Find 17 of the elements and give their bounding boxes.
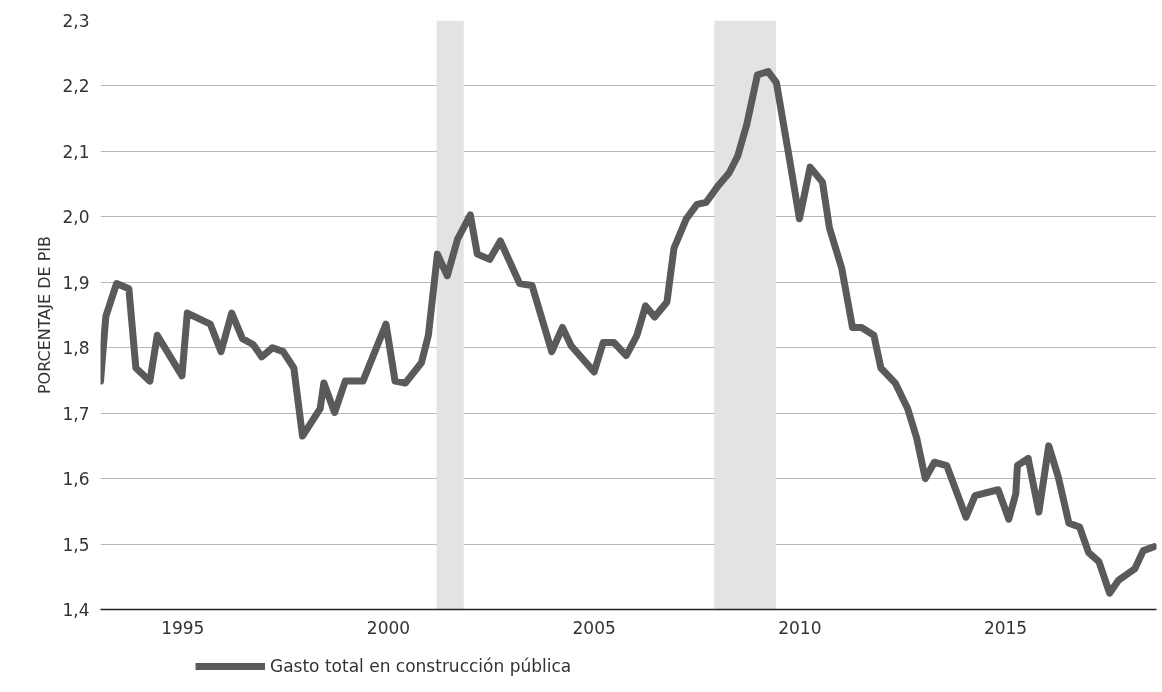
y-tick-label: 1,6 [62,469,90,490]
y-tick-label: 1,4 [62,600,90,620]
x-tick-label: 2000 [366,617,411,638]
x-tick-label: 2015 [983,617,1028,638]
y-tick-label: 2,2 [62,76,90,97]
y-tick-label: 2,0 [62,207,90,228]
y-tick-label: 1,8 [62,338,90,359]
x-tick-label: 2005 [572,617,616,638]
y-tick-label: 2,1 [62,141,90,162]
legend-label: Gasto total en construcción pública [270,656,572,676]
y-tick-label: 1,5 [62,534,90,555]
y-tick-label: 2,3 [62,11,90,31]
y-tick-label: 1,9 [62,272,90,293]
y-tick-label: 1,7 [62,403,90,424]
x-tick-label: 1995 [161,617,205,638]
x-tick-label: 2010 [778,617,822,638]
y-axis-title: PORCENTAJE DE PIB [35,235,55,395]
